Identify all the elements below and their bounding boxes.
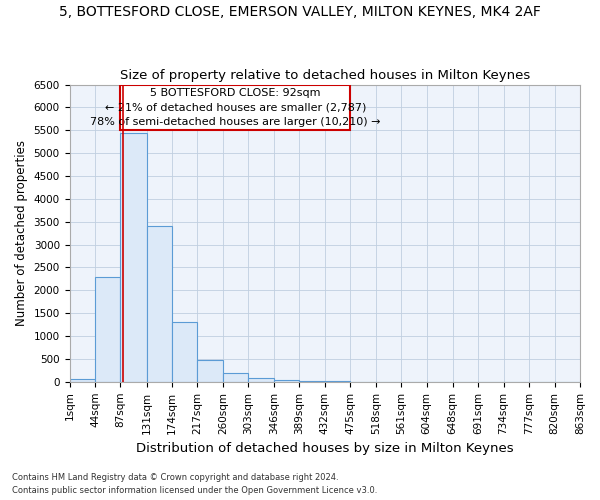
X-axis label: Distribution of detached houses by size in Milton Keynes: Distribution of detached houses by size …	[136, 442, 514, 455]
Bar	[299, 381, 325, 382]
Bar	[172, 322, 197, 382]
Bar	[70, 378, 95, 382]
Text: 5 BOTTESFORD CLOSE: 92sqm
← 21% of detached houses are smaller (2,787)
78% of se: 5 BOTTESFORD CLOSE: 92sqm ← 21% of detac…	[90, 88, 380, 127]
Text: 5, BOTTESFORD CLOSE, EMERSON VALLEY, MILTON KEYNES, MK4 2AF: 5, BOTTESFORD CLOSE, EMERSON VALLEY, MIL…	[59, 5, 541, 19]
Bar	[95, 276, 121, 382]
Bar	[121, 84, 350, 130]
Bar	[248, 378, 274, 382]
Bar	[121, 132, 146, 382]
Y-axis label: Number of detached properties: Number of detached properties	[15, 140, 28, 326]
Bar	[274, 380, 299, 382]
Title: Size of property relative to detached houses in Milton Keynes: Size of property relative to detached ho…	[119, 69, 530, 82]
Text: Contains HM Land Registry data © Crown copyright and database right 2024.
Contai: Contains HM Land Registry data © Crown c…	[12, 474, 377, 495]
Bar	[197, 360, 223, 382]
Bar	[223, 372, 248, 382]
Bar	[146, 226, 172, 382]
